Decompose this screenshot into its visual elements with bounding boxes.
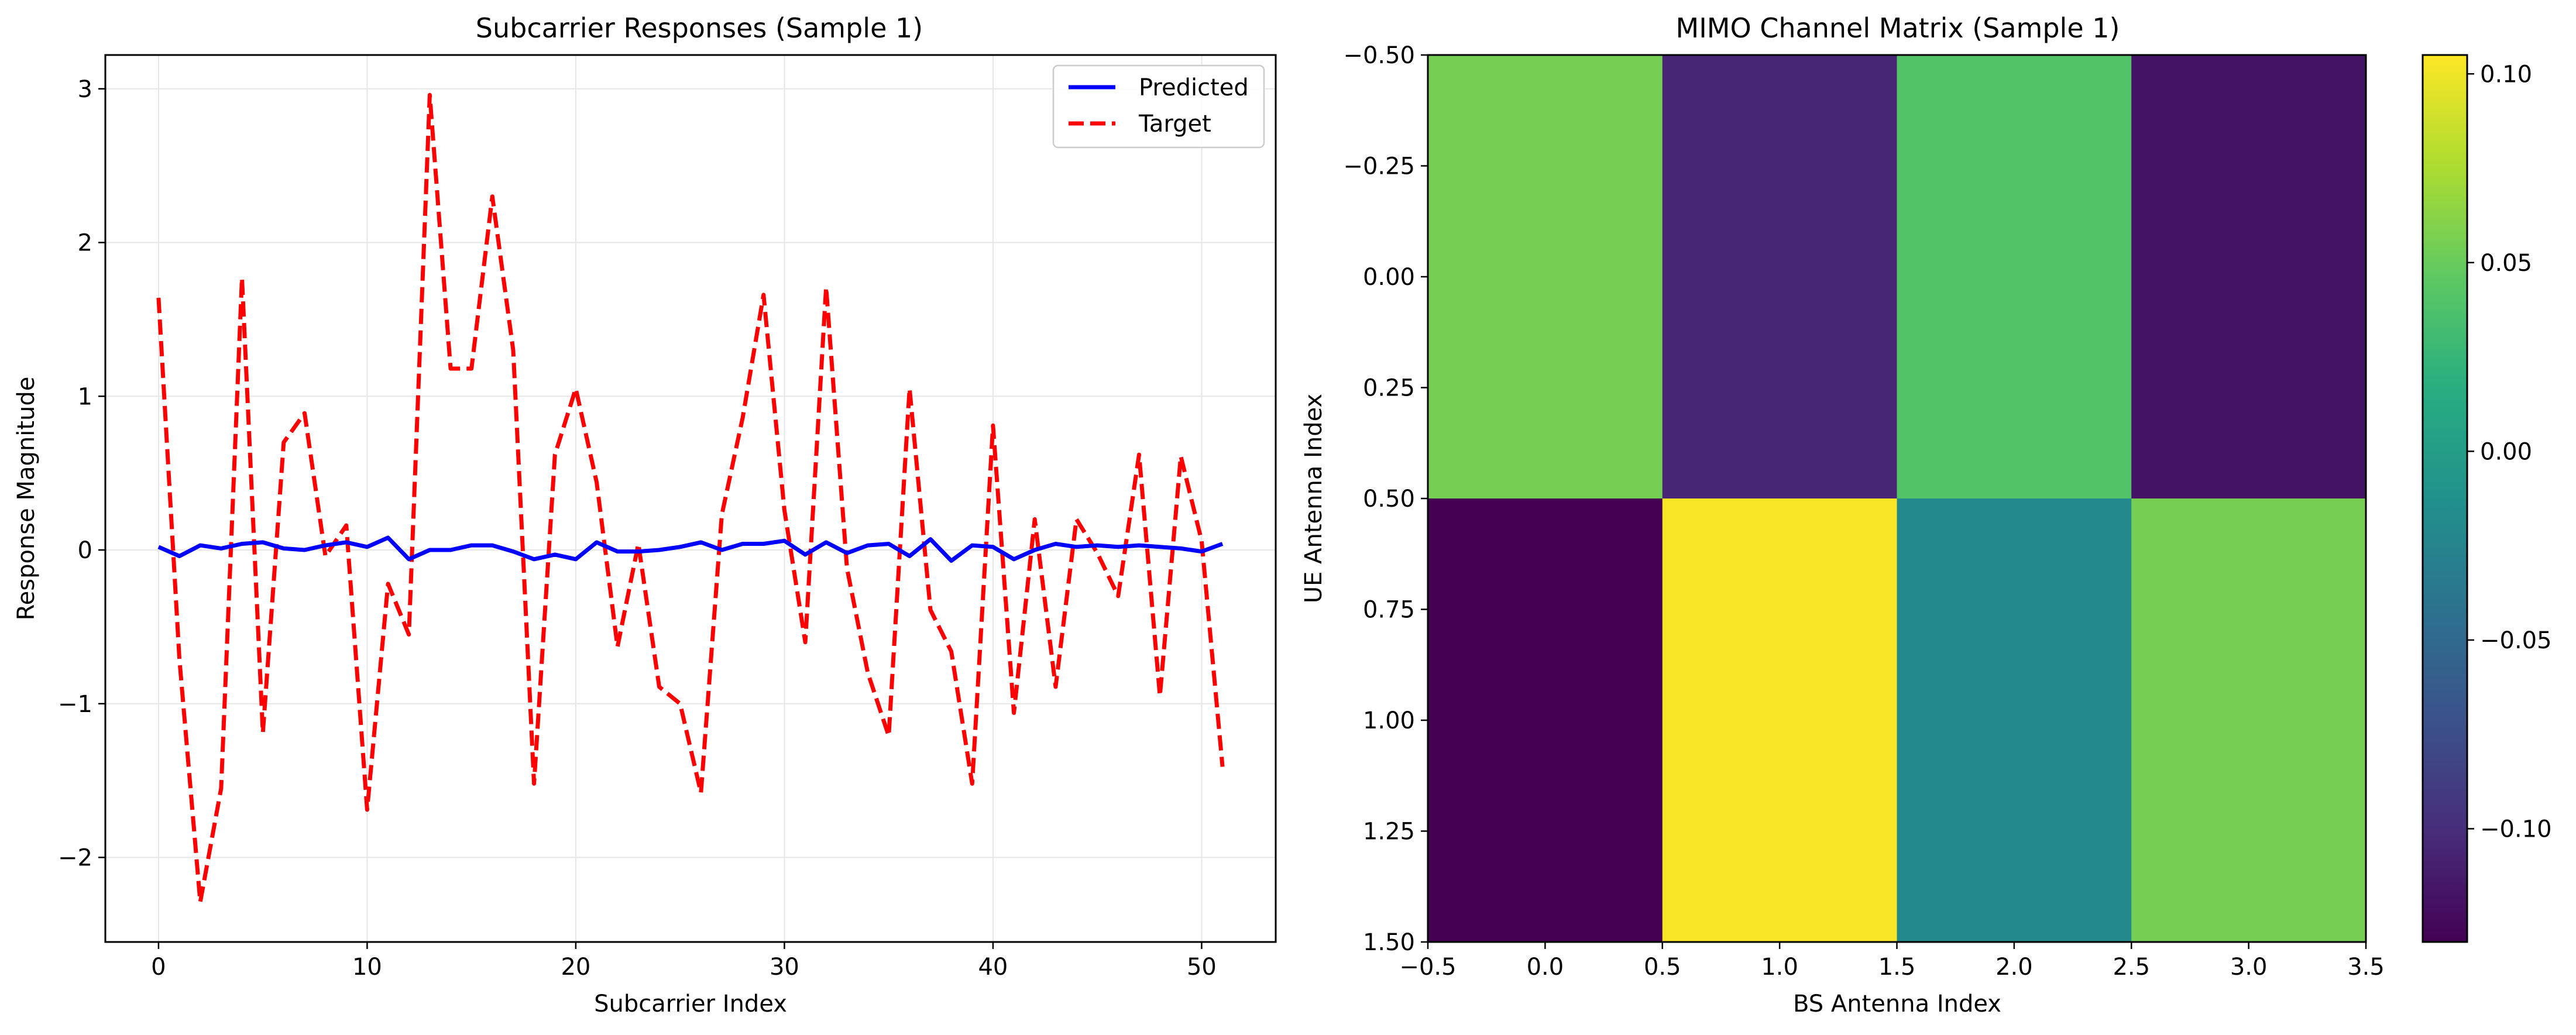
- heatmap-cell: [1897, 498, 2132, 943]
- y-tick-label: 2: [78, 230, 92, 257]
- y-axis-label: Response Magnitude: [13, 377, 40, 621]
- x-tick-label: 30: [770, 954, 799, 981]
- chart-title: Subcarrier Responses (Sample 1): [476, 12, 923, 44]
- heatmap-cells: [1428, 55, 2367, 943]
- colorbar-tick-label: 0.10: [2480, 61, 2532, 88]
- heatmap-y-ticks: −0.50 −0.25 0.00 0.25 0.50 0.75 1.00 1.25 1.50: [1343, 42, 1428, 956]
- series-line-predicted: [157, 535, 1224, 563]
- heatmap-x-tick-label: 0.5: [1644, 954, 1681, 981]
- x-tick-label: 40: [978, 954, 1008, 981]
- x-tick-label: 10: [352, 954, 382, 981]
- heatmap-y-tick-label: 0.50: [1363, 486, 1415, 513]
- y-tick-label: 1: [78, 383, 92, 410]
- y-axis-ticks: −2 −1 0 1 2 3: [58, 76, 105, 871]
- colorbar-tick-label: −0.10: [2480, 816, 2552, 843]
- y-tick-label: −1: [58, 691, 92, 718]
- heatmap-x-tick-label: 1.5: [1878, 954, 1916, 981]
- heatmap-y-tick-label: 1.00: [1363, 707, 1415, 734]
- series-layer: [156, 92, 1225, 905]
- heatmap-x-tick-label: 2.0: [1995, 954, 2033, 981]
- colorbar-tick-label: 0.00: [2480, 438, 2532, 465]
- colorbar-tick-label: −0.05: [2480, 627, 2552, 654]
- x-tick-label: 50: [1187, 954, 1217, 981]
- heatmap-x-tick-label: 3.0: [2230, 954, 2268, 981]
- heatmap-y-tick-label: −0.25: [1343, 153, 1415, 180]
- line-chart: Subcarrier Responses (Sample 1) 0 10 20 30 4…: [13, 12, 1277, 1017]
- legend-label-target: Target: [1138, 111, 1211, 137]
- colorbar-gradient: [2422, 54, 2468, 943]
- x-axis-label: Subcarrier Index: [594, 991, 787, 1017]
- heatmap-x-tick-label: 0.0: [1527, 954, 1564, 981]
- colorbar-ticks: −0.10 −0.05 0.00 0.05 0.10: [2467, 61, 2552, 843]
- heatmap-cell: [2131, 498, 2367, 943]
- heatmap-x-tick-label: 3.5: [2347, 954, 2385, 981]
- heatmap-title: MIMO Channel Matrix (Sample 1): [1676, 12, 2120, 44]
- x-tick-label: 0: [151, 954, 166, 981]
- heatmap-cell: [1897, 55, 2132, 499]
- plot-frame: [104, 54, 1277, 943]
- heatmap-y-tick-label: 0.00: [1363, 264, 1415, 291]
- heatmap-y-tick-label: 1.50: [1363, 929, 1415, 956]
- heatmap-x-tick-label: −0.5: [1399, 954, 1456, 981]
- heatmap-y-tick-label: 0.25: [1363, 375, 1415, 402]
- heatmap-chart: MIMO Channel Matrix (Sample 1) −0.5 0.0 0.…: [1300, 12, 2385, 1017]
- heatmap-y-tick-label: 0.75: [1363, 597, 1415, 624]
- y-tick-label: 0: [78, 537, 92, 564]
- grid: [105, 55, 1276, 942]
- colorbar-tick-label: 0.05: [2480, 250, 2532, 277]
- x-tick-label: 20: [561, 954, 590, 981]
- colorbar: −0.10 −0.05 0.00 0.05 0.10: [2422, 54, 2552, 943]
- heatmap-x-tick-label: 2.5: [2113, 954, 2150, 981]
- series-line-target: [156, 92, 1225, 905]
- heatmap-y-tick-label: −0.50: [1343, 42, 1415, 69]
- legend-label-predicted: Predicted: [1139, 74, 1249, 101]
- heatmap-y-axis-label: UE Antenna Index: [1300, 394, 1327, 603]
- heatmap-cell: [1662, 498, 1897, 943]
- heatmap-x-axis-label: BS Antenna Index: [1793, 991, 2001, 1017]
- heatmap-x-ticks: −0.5 0.0 0.5 1.0 1.5 2.0 2.5 3.0 3.5: [1399, 942, 2385, 981]
- heatmap-cell: [2131, 55, 2367, 499]
- heatmap-y-tick-label: 1.25: [1363, 819, 1415, 845]
- heatmap-cell: [1428, 55, 1663, 499]
- legend: Predicted Target: [1052, 64, 1265, 149]
- heatmap-cell: [1428, 498, 1663, 943]
- y-tick-label: 3: [78, 76, 92, 103]
- heatmap-cell: [1662, 55, 1897, 499]
- x-axis-ticks: 0 10 20 30 40 50: [151, 942, 1217, 981]
- y-tick-label: −2: [58, 844, 92, 871]
- heatmap-x-tick-label: 1.0: [1761, 954, 1798, 981]
